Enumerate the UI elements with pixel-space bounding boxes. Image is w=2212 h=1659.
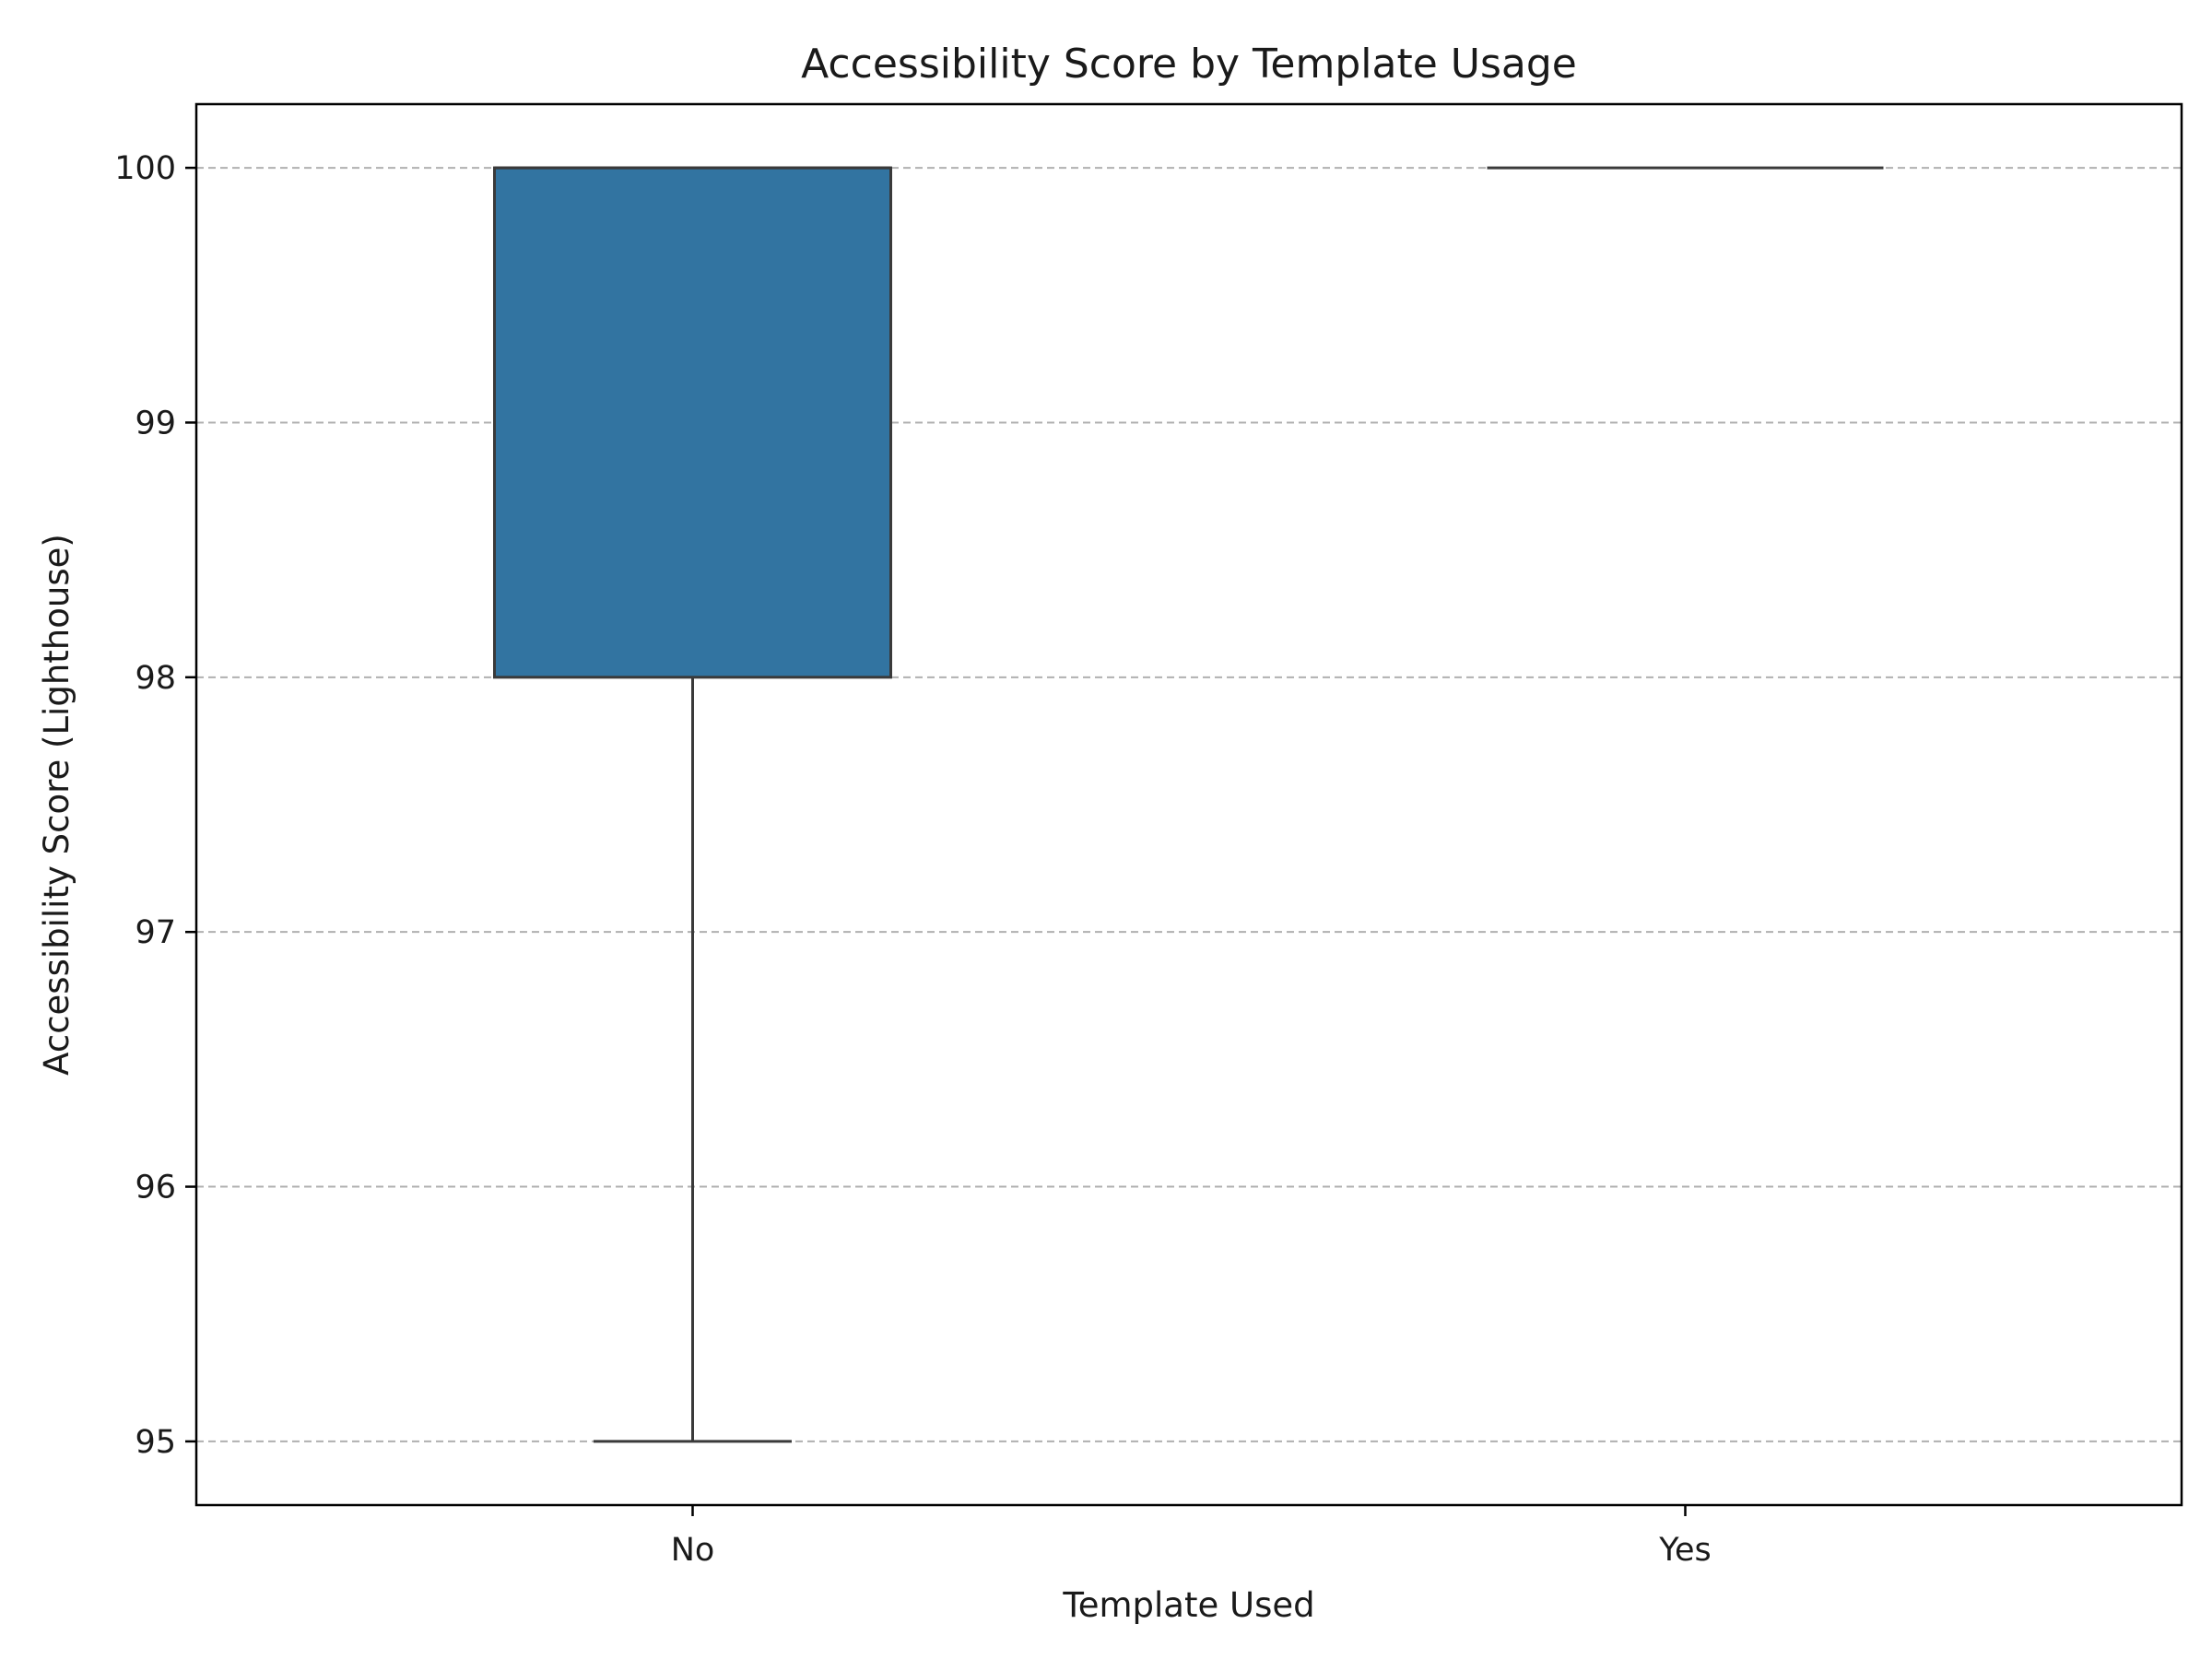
x-tick-label: No (671, 1532, 715, 1569)
y-tick-label: 98 (135, 660, 176, 697)
chart-title: Accessibility Score by Template Usage (801, 41, 1577, 88)
x-tick-label: Yes (1658, 1532, 1712, 1569)
box-group-no (493, 166, 892, 1443)
y-tick-label: 97 (135, 914, 176, 951)
y-tick-label: 99 (135, 405, 176, 441)
box-series (493, 166, 1884, 1443)
y-tick-label: 100 (114, 150, 176, 187)
y-axis-ticks: 95 96 97 98 99 100 (114, 150, 196, 1461)
iqr-box (493, 166, 892, 679)
y-axis-label: Accessibility Score (Lighthouse) (37, 534, 76, 1076)
y-tick-label: 96 (135, 1170, 176, 1206)
x-axis-ticks: No Yes (671, 1505, 1712, 1569)
plot-area-frame (194, 102, 2183, 1507)
x-axis-label: Template Used (1062, 1585, 1314, 1625)
y-tick-label: 95 (135, 1424, 176, 1461)
